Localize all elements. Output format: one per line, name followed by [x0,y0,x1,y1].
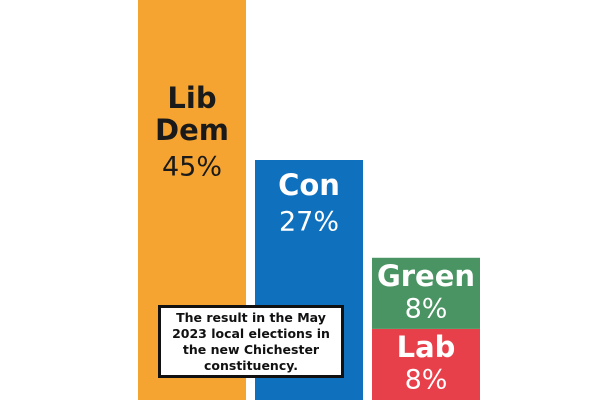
value-label: 8% [405,293,448,324]
bar-segment [372,257,480,329]
value-label: 8% [405,364,448,395]
bar-segment [372,328,480,400]
value-label: 45% [162,152,222,183]
segment-name: Green [377,259,475,293]
annotation: The result in the May 2023 local electio… [158,305,344,378]
segment-name: Lib Dem [155,81,229,147]
value-label: 27% [279,207,339,238]
segment-name: Con [278,168,340,202]
segment-name: Lab [397,330,456,364]
